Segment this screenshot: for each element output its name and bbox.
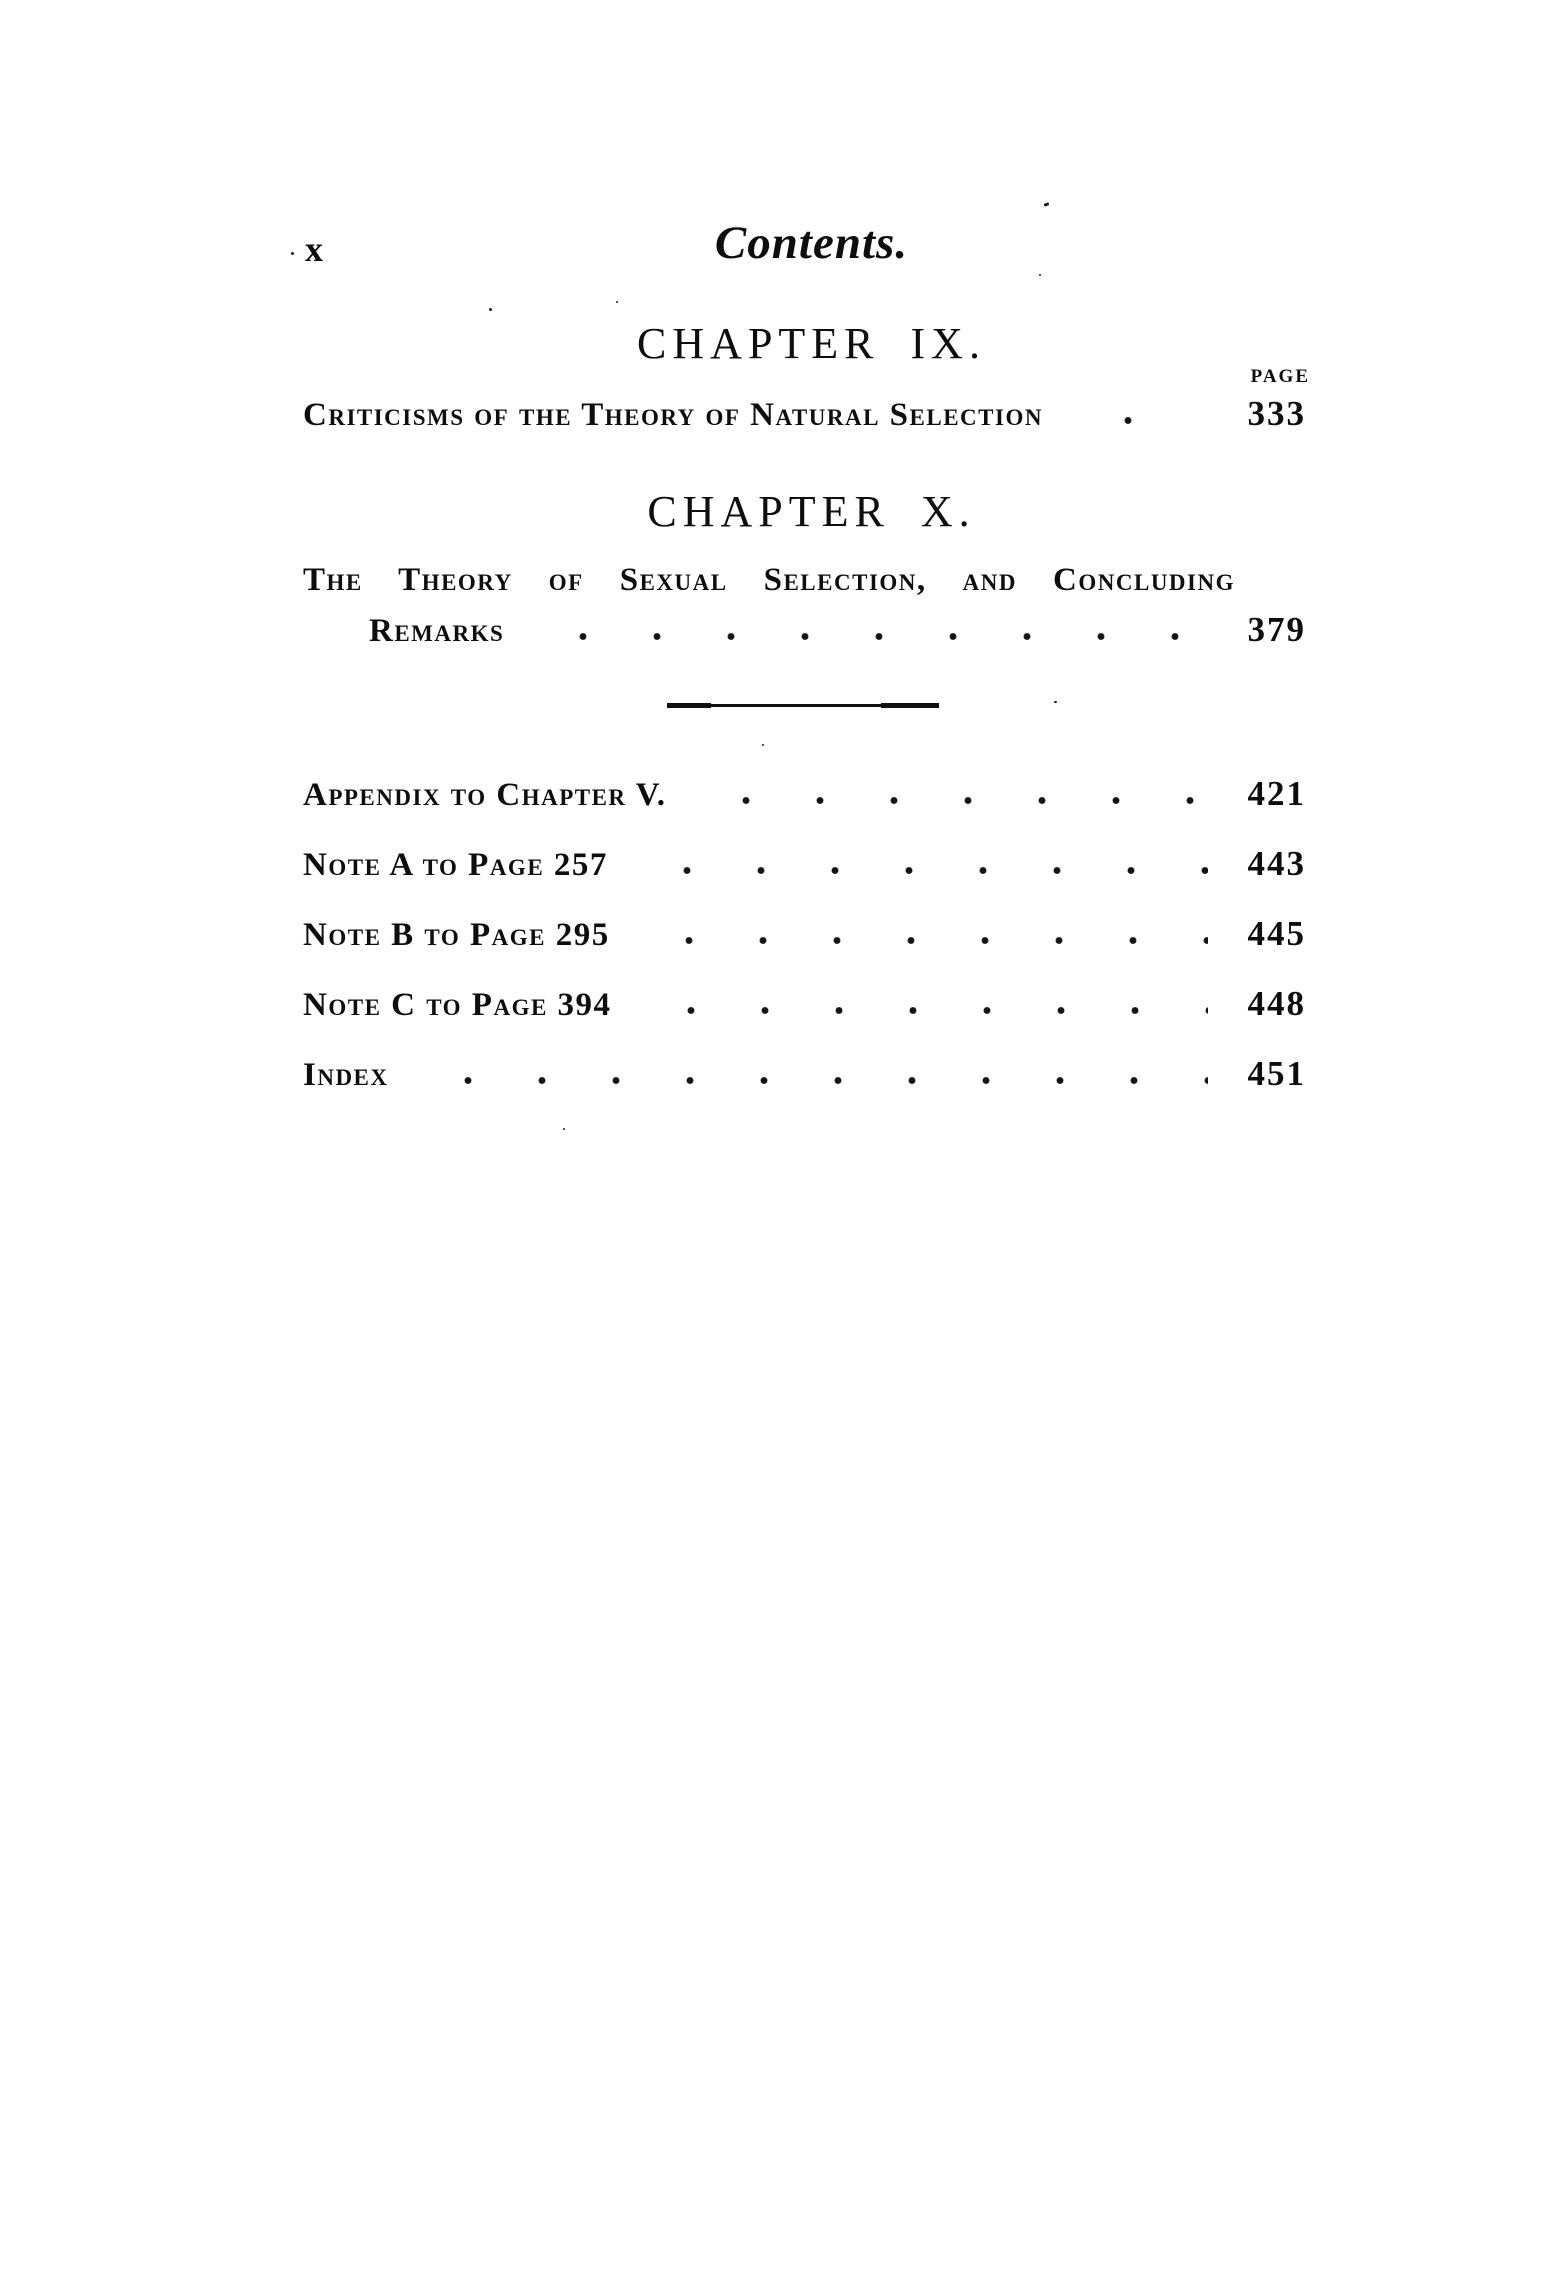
scan-speck — [563, 1128, 565, 1130]
toc-page-number: 421 — [1247, 774, 1306, 813]
toc-entry-index: Index 451 — [303, 1052, 1306, 1096]
dot-leader — [631, 1006, 1208, 1015]
toc-entry-label: Remarks — [369, 613, 505, 649]
toc-page-number: 333 — [1247, 394, 1306, 433]
toc-entry-note-b: Note B to Page 295 445 — [303, 912, 1306, 956]
toc-page-number: 451 — [1247, 1054, 1306, 1093]
page-column-label: PAGE — [1250, 366, 1310, 387]
toc-entry-label: Note B to Page 295 — [303, 917, 610, 953]
toc-page-number: 445 — [1247, 914, 1306, 953]
scan-speck — [1043, 202, 1050, 207]
toc-entry-label: Note A to Page 257 — [303, 847, 608, 883]
toc-entry-label: Criticisms of the Theory of Natural Sele… — [303, 397, 1043, 433]
scan-speck — [762, 744, 764, 746]
section-divider — [667, 703, 939, 708]
folio-page-number: x — [305, 229, 324, 269]
toc-entry-label: Index — [303, 1057, 389, 1093]
dot-leader — [1062, 416, 1208, 425]
toc-entry-label: Note C to Page 394 — [303, 987, 612, 1023]
toc-entry-criticisms: Criticisms of the Theory of Natural Sele… — [303, 392, 1306, 436]
toc-entry-sexual-selection-line1: The Theory of Sexual Selection, and Conc… — [303, 562, 1235, 598]
toc-entry-label: Appendix to Chapter V. — [303, 777, 667, 813]
dot-leader — [629, 936, 1208, 945]
toc-entry-note-a: Note A to Page 257 443 — [303, 842, 1306, 886]
toc-entry-appendix: Appendix to Chapter V. 421 — [303, 772, 1306, 816]
running-title: Contents. — [714, 217, 909, 269]
dot-leader — [524, 632, 1208, 641]
chapter-x-heading: CHAPTER X. — [647, 487, 976, 536]
dot-leader — [408, 1076, 1208, 1085]
dot-leader — [686, 796, 1208, 805]
scan-speck — [1054, 701, 1057, 703]
scan-speck — [1039, 274, 1041, 276]
scan-speck — [489, 308, 492, 311]
toc-entry-sexual-selection-line2: Remarks 379 — [303, 608, 1306, 652]
toc-entry-note-c: Note C to Page 394 448 — [303, 982, 1306, 1026]
toc-page-number: 443 — [1247, 844, 1306, 883]
scan-speck — [291, 252, 294, 255]
chapter-ix-heading: CHAPTER IX. — [637, 319, 986, 368]
toc-page-number: 379 — [1247, 610, 1306, 649]
toc-page-number: 448 — [1247, 984, 1306, 1023]
dot-leader — [627, 866, 1208, 875]
scan-speck — [616, 301, 618, 303]
page-header: x Contents. — [303, 216, 1320, 280]
